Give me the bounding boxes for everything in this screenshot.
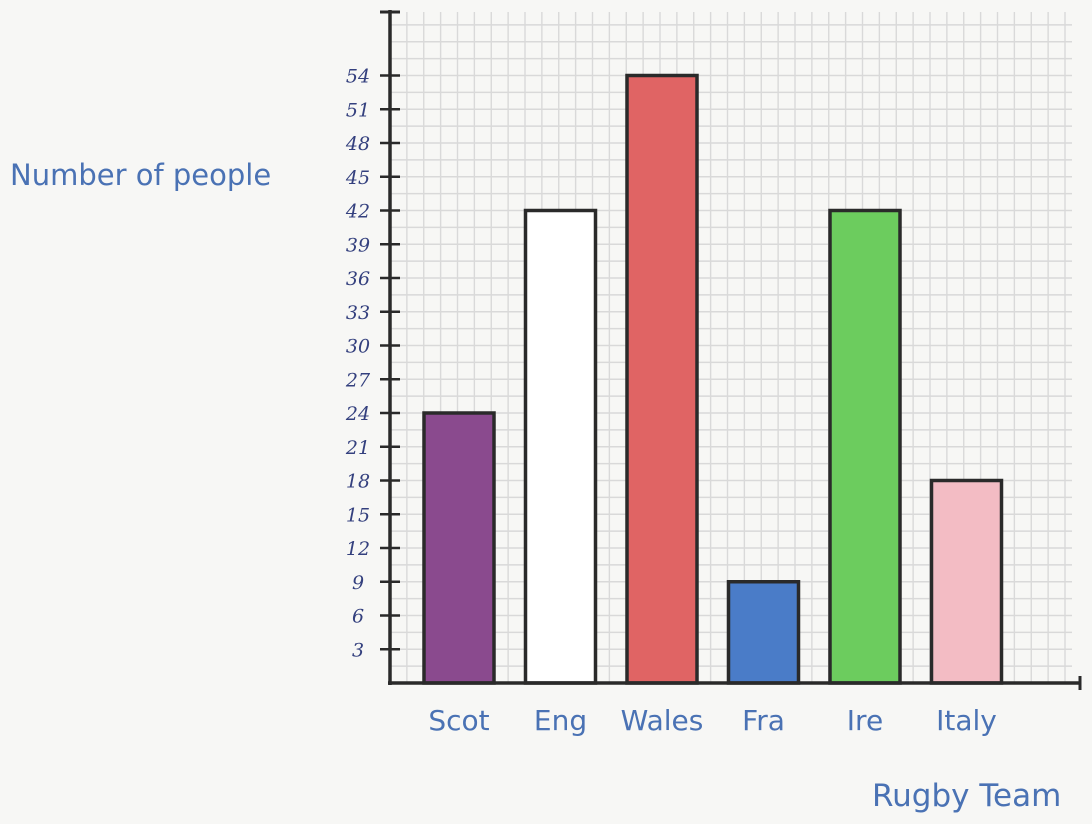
bar-ire: [828, 208, 902, 685]
bar-italy: [929, 478, 1004, 685]
y-tick-label: 27: [345, 369, 371, 391]
y-tick-label: 18: [346, 471, 370, 493]
bar-eng: [523, 208, 598, 685]
chart-x-categories: Scot Eng Wales Fra Ire Italy: [428, 704, 997, 737]
y-tick-label: 12: [346, 538, 370, 560]
y-tick-label: 9: [352, 572, 364, 594]
y-tick-label: 54: [346, 66, 370, 88]
x-category-label: Fra: [742, 704, 785, 737]
chart-bars: [422, 73, 1004, 685]
y-tick-label: 21: [345, 437, 370, 459]
bar-scot: [422, 411, 496, 685]
chart-xlabel: Rugby Team: [872, 778, 1062, 814]
y-tick-label: 33: [346, 302, 370, 324]
x-category-label: Wales: [621, 704, 704, 737]
bar-wales: [625, 73, 699, 685]
x-category-label: Eng: [534, 704, 587, 737]
y-tick-label: 51: [346, 99, 370, 121]
y-tick-label: 48: [345, 133, 370, 155]
y-tick-label: 15: [346, 504, 370, 526]
chart-axes: [380, 10, 1082, 690]
x-category-label: Ire: [847, 704, 883, 737]
x-category-label: Italy: [936, 704, 997, 737]
y-tick-label: 3: [352, 639, 364, 661]
y-tick-label: 42: [345, 201, 370, 223]
chart-ylabel: Number of people: [10, 158, 272, 192]
bar-fra: [726, 580, 801, 685]
y-tick-label: 30: [346, 336, 370, 358]
y-tick-label: 36: [346, 268, 370, 290]
x-category-label: Scot: [428, 704, 489, 737]
y-tick-label: 45: [345, 167, 370, 189]
y-tick-label: 39: [346, 234, 370, 256]
y-tick-label: 24: [345, 403, 370, 425]
y-tick-label: 6: [352, 606, 364, 628]
